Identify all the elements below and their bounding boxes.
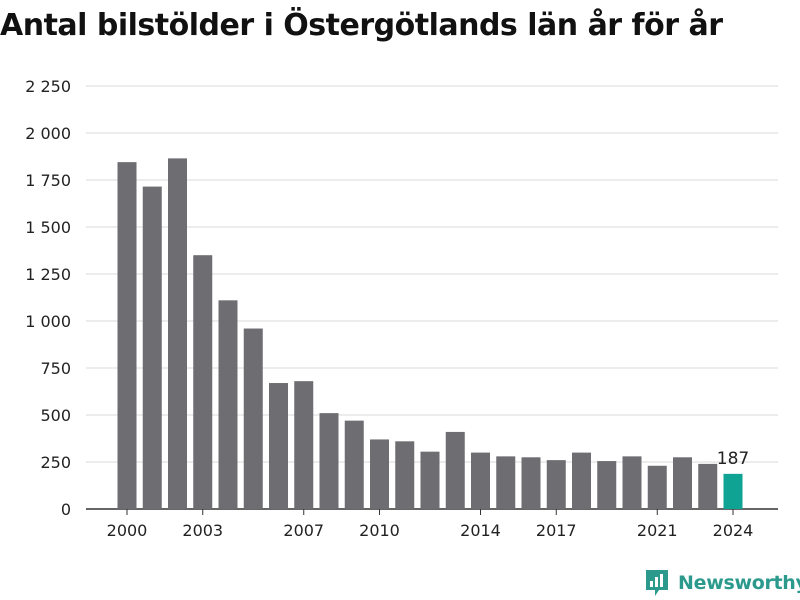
newsworthy-logo-icon — [646, 570, 668, 596]
bar — [193, 255, 213, 509]
bar — [168, 158, 187, 509]
y-tick-label: 0 — [61, 500, 71, 519]
bar — [597, 461, 617, 509]
y-tick-label: 1 750 — [25, 171, 71, 190]
y-tick-label: 1 000 — [25, 312, 71, 331]
x-tick-label: 2007 — [283, 521, 324, 540]
y-tick-label: 1 500 — [25, 218, 71, 237]
chart-title: Antal bilstölder i Östergötlands län år … — [0, 8, 723, 43]
y-tick-label: 500 — [40, 406, 71, 425]
bar — [647, 465, 667, 509]
bar — [521, 457, 541, 509]
bar — [445, 431, 465, 509]
bar — [117, 162, 137, 509]
bar — [698, 463, 718, 509]
y-tick-label: 2 250 — [25, 77, 71, 96]
bar — [496, 456, 516, 509]
bar — [370, 439, 389, 509]
bar — [420, 451, 440, 509]
bar — [572, 452, 591, 509]
bar — [243, 328, 263, 509]
y-tick-label: 2 000 — [25, 124, 71, 143]
bar — [673, 457, 692, 509]
bar — [294, 381, 314, 509]
y-tick-label: 750 — [40, 359, 71, 378]
bar — [344, 420, 364, 509]
x-tick-label: 2000 — [107, 521, 148, 540]
bar — [471, 452, 490, 509]
bar — [319, 413, 339, 509]
x-axis-ticks: 2000 2003 2007 2010 2014 2017 2021 2024 — [107, 509, 754, 540]
x-tick-label: 2010 — [359, 521, 400, 540]
grid-lines — [86, 85, 778, 510]
y-axis-ticks: 0 250 500 750 1 000 1 250 1 500 1 750 2 000 2 250 — [25, 77, 71, 519]
data-label: 187 — [717, 449, 749, 469]
bars — [117, 158, 743, 509]
bar — [269, 383, 288, 509]
y-tick-label: 1 250 — [25, 265, 71, 284]
bar-highlight — [723, 473, 743, 509]
brand-name: Newsworthy — [678, 572, 800, 594]
x-tick-label: 2014 — [460, 521, 501, 540]
bar — [395, 441, 415, 509]
x-tick-label: 2024 — [713, 521, 754, 540]
bar — [218, 300, 238, 509]
y-tick-label: 250 — [40, 453, 71, 472]
x-tick-label: 2021 — [637, 521, 678, 540]
x-tick-label: 2003 — [182, 521, 223, 540]
bar — [142, 186, 162, 509]
brand-logo: Newsworthy — [644, 568, 800, 598]
x-tick-label: 2017 — [536, 521, 577, 540]
data-labels: 187 — [717, 449, 749, 469]
bar — [622, 456, 642, 509]
bar — [546, 460, 566, 509]
